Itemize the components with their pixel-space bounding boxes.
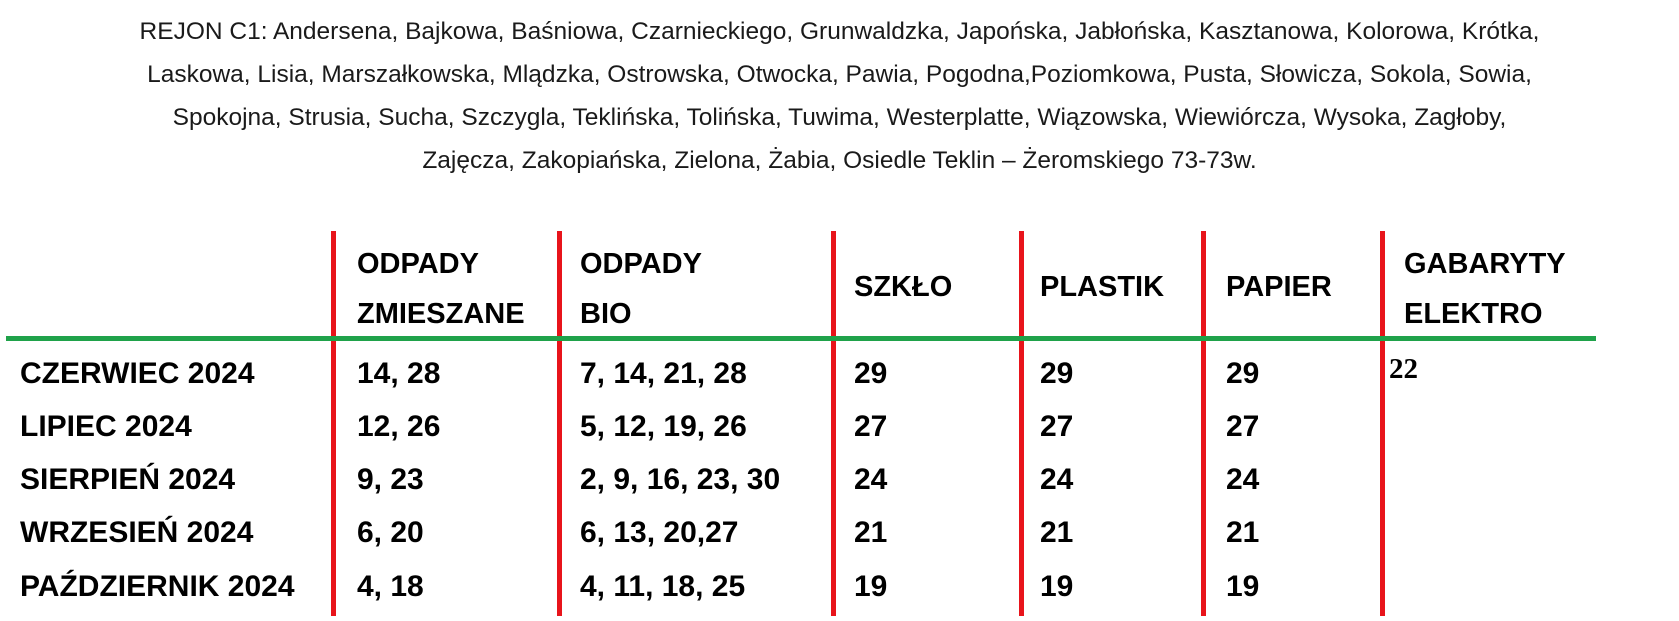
paper-dates: 21 bbox=[1226, 516, 1260, 549]
month-label: LIPIEC 2024 bbox=[20, 410, 192, 443]
column-header-line: PAPIER bbox=[1226, 271, 1332, 303]
column-header-line: PLASTIK bbox=[1040, 271, 1165, 303]
column-header-glass: SZKŁO bbox=[854, 262, 952, 312]
column-header-plastic: PLASTIK bbox=[1040, 262, 1164, 312]
plastic-dates: 27 bbox=[1040, 410, 1074, 443]
column-divider bbox=[831, 231, 836, 616]
column-header-line: ODPADY bbox=[357, 248, 479, 280]
month-label: CZERWIEC 2024 bbox=[20, 357, 255, 390]
mixed-waste-dates: 4, 18 bbox=[357, 570, 424, 603]
mixed-waste-dates: 12, 26 bbox=[357, 410, 441, 443]
region-text-line: REJON C1: Andersena, Bajkowa, Baśniowa, … bbox=[139, 18, 1540, 45]
plastic-dates: 29 bbox=[1040, 357, 1074, 390]
mixed-waste-dates: 14, 28 bbox=[357, 357, 441, 390]
glass-dates: 29 bbox=[854, 357, 888, 390]
paper-dates: 24 bbox=[1226, 463, 1260, 496]
column-header-line: ELEKTRO bbox=[1404, 298, 1543, 330]
glass-dates: 27 bbox=[854, 410, 888, 443]
plastic-dates: 19 bbox=[1040, 570, 1074, 603]
bio-waste-dates: 4, 11, 18, 25 bbox=[580, 570, 746, 603]
paper-dates: 19 bbox=[1226, 570, 1260, 603]
month-label: SIERPIEŃ 2024 bbox=[20, 463, 236, 496]
column-header-line: ZMIESZANE bbox=[357, 298, 525, 330]
paper-dates: 27 bbox=[1226, 410, 1260, 443]
column-header-bio-waste: ODPADY BIO bbox=[580, 239, 702, 339]
month-label: WRZESIEŃ 2024 bbox=[20, 516, 254, 549]
column-header-line: GABARYTY bbox=[1404, 248, 1566, 280]
column-header-line: SZKŁO bbox=[854, 271, 953, 303]
plastic-dates: 24 bbox=[1040, 463, 1074, 496]
region-text-line: Zajęcza, Zakopiańska, Zielona, Żabia, Os… bbox=[422, 147, 1257, 174]
column-header-paper: PAPIER bbox=[1226, 262, 1332, 312]
column-header-mixed-waste: ODPADY ZMIESZANE bbox=[357, 239, 525, 339]
region-text-line: Spokojna, Strusia, Sucha, Szczygla, Tekl… bbox=[172, 104, 1507, 131]
header-rule bbox=[6, 336, 1596, 341]
column-header-line: ODPADY bbox=[580, 248, 702, 280]
region-street-list: REJON C1: Andersena, Bajkowa, Baśniowa, … bbox=[8, 10, 1671, 182]
bio-waste-dates: 6, 13, 20,27 bbox=[580, 516, 739, 549]
bulky-electro-dates: 22 bbox=[1389, 353, 1418, 385]
month-label: PAŹDZIERNIK 2024 bbox=[20, 570, 295, 603]
column-divider bbox=[1019, 231, 1024, 616]
paper-dates: 29 bbox=[1226, 357, 1260, 390]
glass-dates: 21 bbox=[854, 516, 888, 549]
glass-dates: 19 bbox=[854, 570, 888, 603]
region-text-line: Laskowa, Lisia, Marszałkowska, Mlądzka, … bbox=[147, 61, 1532, 88]
column-header-line: BIO bbox=[580, 298, 632, 330]
mixed-waste-dates: 6, 20 bbox=[357, 516, 424, 549]
column-divider bbox=[557, 231, 562, 616]
mixed-waste-dates: 9, 23 bbox=[357, 463, 424, 496]
glass-dates: 24 bbox=[854, 463, 888, 496]
bio-waste-dates: 5, 12, 19, 26 bbox=[580, 410, 747, 443]
plastic-dates: 21 bbox=[1040, 516, 1074, 549]
column-divider bbox=[1201, 231, 1206, 616]
column-header-bulky-electro: GABARYTY ELEKTRO bbox=[1404, 239, 1566, 339]
bio-waste-dates: 2, 9, 16, 23, 30 bbox=[580, 463, 781, 496]
bio-waste-dates: 7, 14, 21, 28 bbox=[580, 357, 747, 390]
column-divider bbox=[331, 231, 336, 616]
column-divider bbox=[1380, 231, 1385, 616]
